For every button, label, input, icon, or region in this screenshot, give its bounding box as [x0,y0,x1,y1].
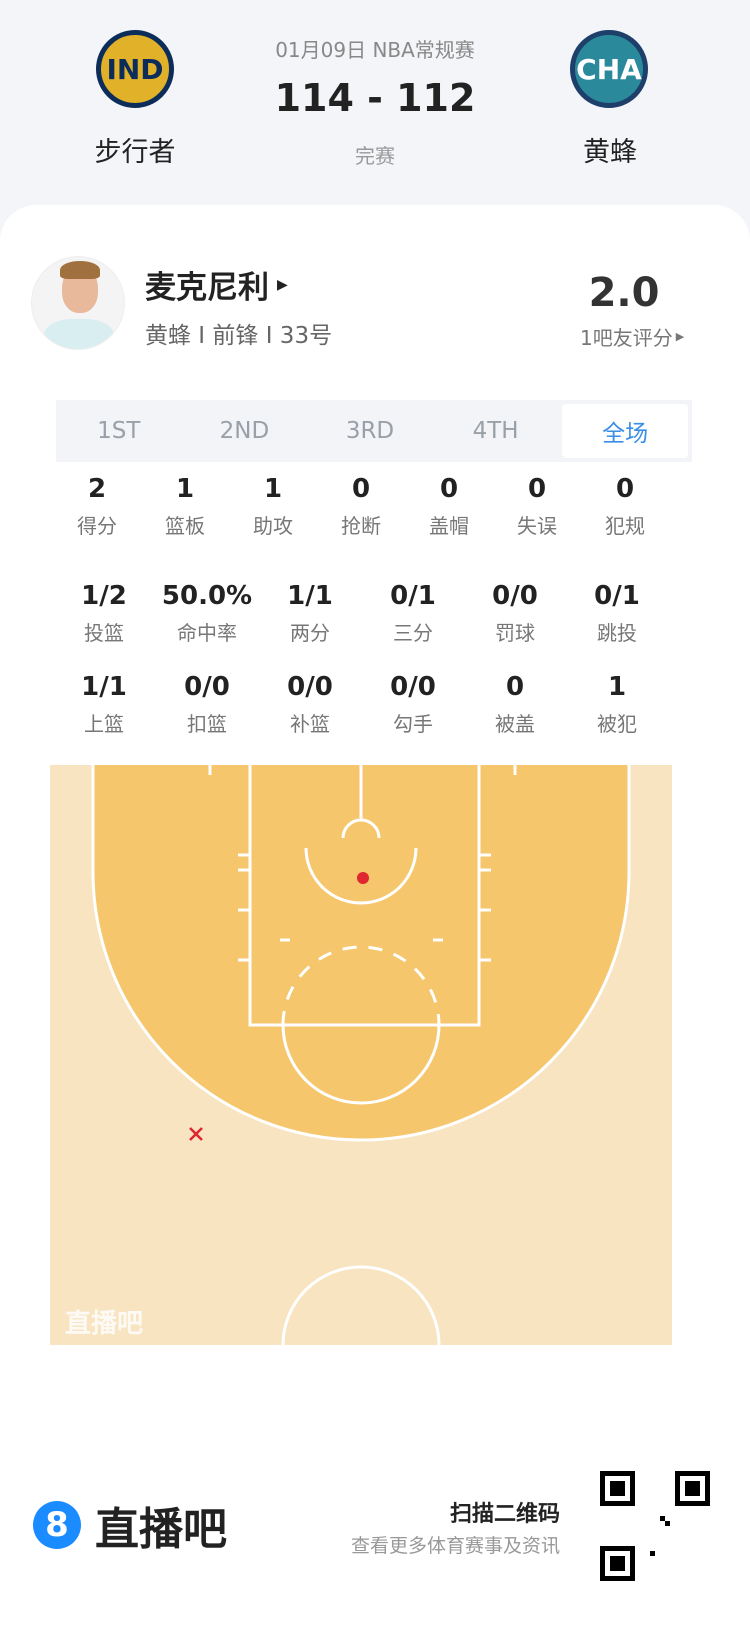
stat-item: 2 得分 [47,474,147,539]
rating-label: 1吧友评分 [580,326,673,350]
player-name: 麦克尼利 [145,270,269,306]
tab-1st[interactable]: 1ST [97,418,141,444]
stat-value: 0/0 [390,672,436,702]
stat-item: 1/1 上篮 [54,672,154,737]
tab-3rd[interactable]: 3RD [345,418,395,444]
watermark: 直播吧 [65,1309,143,1339]
stat-label: 助攻 [253,514,293,538]
three-point-line [91,765,631,1142]
stat-value: 0/1 [594,581,640,611]
rating-link[interactable]: 1吧友评分 ▶ [580,322,684,351]
qr-title: 扫描二维码 [449,1502,560,1527]
stat-label: 被盖 [495,712,535,736]
stat-value: 0 [527,474,547,504]
player-avatar[interactable] [31,256,125,350]
stat-value: 0/0 [184,672,230,702]
player-name-link[interactable]: 麦克尼利 ▶ [145,262,288,307]
stat-item: 0/0 罚球 [465,581,565,646]
lane [248,765,481,1027]
qr-subtitle: 查看更多体育赛事及资讯 [350,1535,560,1557]
stat-label: 命中率 [177,621,237,645]
court-lines [91,765,631,1345]
stat-value: 0/0 [492,581,538,611]
player-rating: 2.0 [588,270,660,316]
hash-marks [208,765,517,962]
stat-label: 跳投 [597,621,637,645]
stat-value: 0 [439,474,459,504]
shot-chart: 直播吧 [50,765,672,1345]
period-tabs: 1ST 2ND 3RD 4TH 全场 [56,400,692,462]
caret-right-icon: ▶ [277,276,288,293]
shot-missed-marker [189,1127,203,1141]
stat-label: 扣篮 [187,712,227,736]
stat-value: 1 [175,474,195,504]
stat-value: 0/1 [390,581,436,611]
stat-label: 盖帽 [429,514,469,538]
tab-full-game[interactable]: 全场 [562,404,688,458]
match-score: 114 - 112 [274,76,476,120]
stat-label: 上篮 [84,712,124,736]
caret-right-icon: ▶ [675,330,685,343]
stat-item: 0 犯规 [575,474,675,539]
away-team-logo[interactable]: CHA [570,30,648,108]
stat-value: 50.0% [161,581,253,611]
center-circle [281,1265,441,1345]
qr-code[interactable] [600,1471,710,1581]
stat-label: 补篮 [290,712,330,736]
shot-made-marker [357,872,369,884]
stat-label: 失误 [517,514,557,538]
stat-value: 1 [607,672,627,702]
stat-item: 0/1 三分 [363,581,463,646]
tab-4th[interactable]: 4TH [472,418,519,444]
stat-item: 1 助攻 [223,474,323,539]
stat-label: 被犯 [597,712,637,736]
rim [341,818,381,839]
stat-item: 0 抢断 [311,474,411,539]
player-meta: 黄蜂 I 前锋 I 33号 [145,323,333,349]
brand-name: 直播吧 [95,1504,227,1555]
stat-item: 0 失误 [487,474,587,539]
free-throw-circle-bottom [281,1024,441,1105]
stat-label: 抢断 [341,514,381,538]
stat-value: 0 [615,474,635,504]
stat-label: 三分 [393,621,433,645]
home-team-name[interactable]: 步行者 [94,137,176,168]
stat-label: 勾手 [393,712,433,736]
stat-label: 罚球 [495,621,535,645]
brand-logo: 8 直播吧 [33,1493,227,1557]
stat-value: 1/1 [81,672,127,702]
stat-item: 0 被盖 [465,672,565,737]
stat-item: 0/0 补篮 [260,672,360,737]
stat-item: 1 被犯 [567,672,667,737]
stat-item: 1 篮板 [135,474,235,539]
brand-8-icon: 8 [33,1501,81,1549]
home-team-logo[interactable]: IND [96,30,174,108]
free-throw-circle-top [281,945,441,1026]
stat-item: 1/2 投篮 [54,581,154,646]
stat-value: 2 [87,474,107,504]
restricted-area [304,847,418,905]
three-point-area [93,765,629,1140]
away-team-name[interactable]: 黄蜂 [583,137,637,168]
stat-value: 0 [351,474,371,504]
match-status: 完赛 [355,144,395,168]
stat-value: 0 [505,672,525,702]
stat-value: 1 [263,474,283,504]
stat-label: 两分 [290,621,330,645]
tab-2nd[interactable]: 2ND [219,418,270,444]
stat-value: 1/1 [287,581,333,611]
stat-value: 1/2 [81,581,127,611]
stat-label: 投篮 [84,621,124,645]
stat-item: 0/0 勾手 [363,672,463,737]
stat-item: 0/0 扣篮 [157,672,257,737]
stat-item: 1/1 两分 [260,581,360,646]
match-info: 01月09日 NBA常规赛 [275,38,475,62]
stat-item: 0/1 跳投 [567,581,667,646]
stat-label: 得分 [77,514,117,538]
stat-item: 0 盖帽 [399,474,499,539]
stat-label: 篮板 [165,514,205,538]
stat-label: 犯规 [605,514,645,538]
stat-item: 50.0% 命中率 [157,581,257,646]
stat-value: 0/0 [287,672,333,702]
